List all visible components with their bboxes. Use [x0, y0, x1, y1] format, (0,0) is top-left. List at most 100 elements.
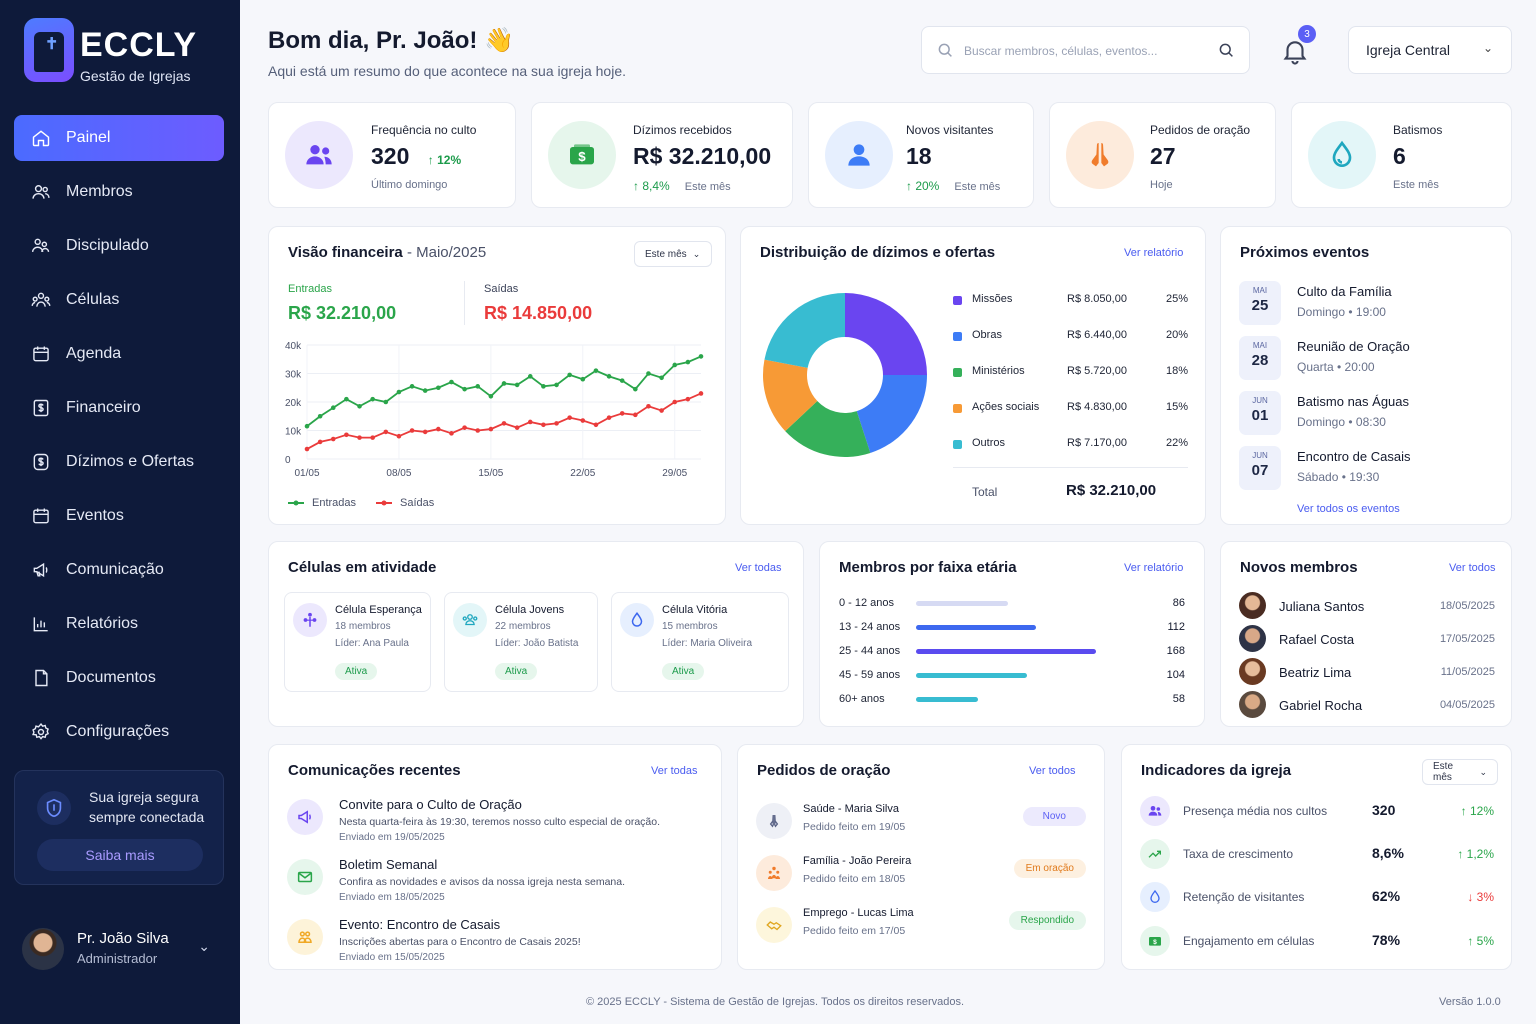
member-row[interactable]: Gabriel Rocha 04/05/2025	[1239, 691, 1495, 719]
data-point	[409, 384, 415, 389]
member-row[interactable]: Beatriz Lima 11/05/2025	[1239, 658, 1495, 686]
chevron-down-icon[interactable]: ⌄	[198, 938, 210, 954]
nav-item-discipulado[interactable]: Discipulado	[14, 223, 224, 269]
member-name: Juliana Santos	[1279, 599, 1365, 614]
event-title: Reunião de Oração	[1297, 339, 1410, 354]
finance-card: Visão financeira - Maio/2025 Este mês ⌄ E…	[268, 226, 726, 525]
nav-item-configuracoes[interactable]: Configurações	[14, 709, 224, 755]
search-submit-icon[interactable]	[1217, 41, 1235, 59]
legend-percent: 22%	[1165, 437, 1188, 449]
stat-card-visitantes[interactable]: Novos visitantes 18 ↑ 20% Este mês	[808, 102, 1034, 208]
learn-more-button[interactable]: Saiba mais	[37, 839, 203, 871]
ages-report-link[interactable]: Ver relatório	[1124, 562, 1184, 574]
data-point	[449, 379, 454, 385]
ages-title: Membros por faixa etária	[839, 559, 1017, 576]
member-name: Beatriz Lima	[1279, 665, 1352, 680]
communication-item[interactable]: Evento: Encontro de Casais Inscrições ab…	[287, 917, 707, 969]
nav-item-financeiro[interactable]: Financeiro	[14, 385, 224, 431]
finance-period-select[interactable]: Este mês ⌄	[634, 241, 712, 267]
stat-sub: Hoje	[1150, 179, 1173, 191]
event-item[interactable]: JUN 01 Batismo nas Águas Domingo • 08:30	[1239, 391, 1499, 437]
footer-copyright: © 2025 ECCLY - Sistema de Gestão de Igre…	[586, 996, 965, 1008]
age-label: 0 - 12 anos	[839, 597, 895, 609]
nav-item-documentos[interactable]: Documentos	[14, 655, 224, 701]
data-point	[488, 426, 494, 432]
cells-see-all-link[interactable]: Ver todas	[735, 562, 782, 574]
prayer-item[interactable]: Saúde - Maria Silva Pedido feito em 19/0…	[756, 801, 1086, 841]
ages-card: Membros por faixa etária Ver relatório 0…	[819, 541, 1205, 727]
data-point	[317, 439, 323, 445]
stat-card-batismos[interactable]: Batismos 6 Este mês	[1291, 102, 1512, 208]
church-select[interactable]: Igreja Central ⌄	[1348, 26, 1512, 74]
prayers-see-all-link[interactable]: Ver todos	[1029, 765, 1076, 777]
communication-item[interactable]: Boletim Semanal Confira as novidades e a…	[287, 857, 707, 909]
nav-item-dizimos[interactable]: Dízimos e Ofertas	[14, 439, 224, 485]
new-members-card: Novos membros Ver todos Juliana Santos 1…	[1220, 541, 1512, 727]
member-name: Gabriel Rocha	[1279, 698, 1363, 713]
user-menu[interactable]: Pr. João Silva Administrador ⌄	[22, 926, 222, 976]
megaphone-icon	[287, 799, 323, 835]
notifications-button[interactable]: 3	[1280, 25, 1316, 66]
church-logo-icon: ✝	[24, 18, 74, 82]
praying-hands-icon	[1066, 121, 1134, 189]
event-when: Sábado • 19:30	[1297, 470, 1380, 484]
communication-title: Evento: Encontro de Casais	[339, 917, 501, 932]
nav-item-celulas[interactable]: Células	[14, 277, 224, 323]
nav-item-comunicacao[interactable]: Comunicação	[14, 547, 224, 593]
cell-members: 15 membros	[662, 621, 718, 632]
event-date: MAI 28	[1239, 336, 1281, 380]
nav-item-eventos[interactable]: Eventos	[14, 493, 224, 539]
all-events-link[interactable]: Ver todos os eventos	[1297, 503, 1400, 515]
indicator-row: Taxa de crescimento 8,6% ↑ 1,2%	[1140, 839, 1494, 871]
data-point	[541, 384, 546, 389]
prayer-item[interactable]: Família - João Pereira Pedido feito em 1…	[756, 853, 1086, 893]
legend-percent: 25%	[1165, 293, 1188, 305]
status-badge: Novo	[1022, 807, 1086, 826]
legend-label: Saídas	[400, 497, 435, 509]
donut-slice[interactable]	[764, 293, 845, 368]
legend-amount: R$ 4.830,00	[1067, 401, 1127, 413]
communications-see-all-link[interactable]: Ver todas	[651, 765, 698, 777]
discipleship-icon	[30, 235, 52, 257]
nav-item-painel[interactable]: Painel	[14, 115, 224, 161]
prayer-item[interactable]: Emprego - Lucas Lima Pedido feito em 17/…	[756, 905, 1086, 945]
age-row: 60+ anos 58	[839, 692, 1185, 708]
donut-slice[interactable]	[785, 401, 871, 457]
stat-card-dizimos[interactable]: $ Dízimos recebidos R$ 32.210,00 ↑ 8,4% …	[531, 102, 793, 208]
search-input[interactable]	[964, 40, 1204, 62]
event-item[interactable]: MAI 28 Reunião de Oração Quarta • 20:00	[1239, 336, 1499, 382]
donut-slice[interactable]	[845, 293, 927, 375]
member-row[interactable]: Juliana Santos 18/05/2025	[1239, 592, 1495, 620]
x-tick-label: 01/05	[294, 468, 319, 479]
cell-card[interactable]: Célula Vitória 15 membros Líder: Maria O…	[611, 592, 789, 692]
indicator-trend: ↓ 3%	[1467, 890, 1494, 904]
new-members-see-all-link[interactable]: Ver todos	[1449, 562, 1496, 574]
data-point	[685, 359, 691, 365]
divider	[953, 467, 1188, 468]
stat-card-oracao[interactable]: Pedidos de oração 27 Hoje	[1049, 102, 1276, 208]
communication-item[interactable]: Convite para o Culto de Oração Nesta qua…	[287, 797, 707, 849]
event-when: Domingo • 08:30	[1297, 415, 1386, 429]
nav-item-agenda[interactable]: Agenda	[14, 331, 224, 377]
nav-label: Configurações	[66, 723, 170, 740]
donut-legend-row: Ações sociais R$ 4.830,00 15%	[953, 399, 1188, 419]
nav-item-membros[interactable]: Membros	[14, 169, 224, 215]
event-month: JUN	[1252, 451, 1268, 460]
member-row[interactable]: Rafael Costa 17/05/2025	[1239, 625, 1495, 653]
avatar	[1239, 658, 1266, 685]
logo[interactable]: ✝ ECCLY Gestão de Igrejas	[24, 18, 224, 88]
donut-slice[interactable]	[763, 359, 818, 432]
nav-label: Relatórios	[66, 615, 139, 632]
donut-slice[interactable]	[856, 375, 927, 453]
donut-report-link[interactable]: Ver relatório	[1124, 247, 1184, 259]
indicators-period-select[interactable]: Este mês ⌄	[1422, 759, 1498, 785]
age-bar	[916, 673, 1027, 678]
stat-label: Pedidos de oração	[1150, 123, 1251, 137]
stat-card-frequencia[interactable]: Frequência no culto 320 ↑ 12% Último dom…	[268, 102, 516, 208]
event-month: MAI	[1252, 341, 1268, 350]
event-item[interactable]: JUN 07 Encontro de Casais Sábado • 19:30	[1239, 446, 1499, 492]
nav-item-relatorios[interactable]: Relatórios	[14, 601, 224, 647]
event-item[interactable]: MAI 25 Culto da Família Domingo • 19:00	[1239, 281, 1499, 327]
cell-card[interactable]: Célula Jovens 22 membros Líder: João Bat…	[444, 592, 598, 692]
cell-card[interactable]: Célula Esperança 18 membros Líder: Ana P…	[284, 592, 431, 692]
